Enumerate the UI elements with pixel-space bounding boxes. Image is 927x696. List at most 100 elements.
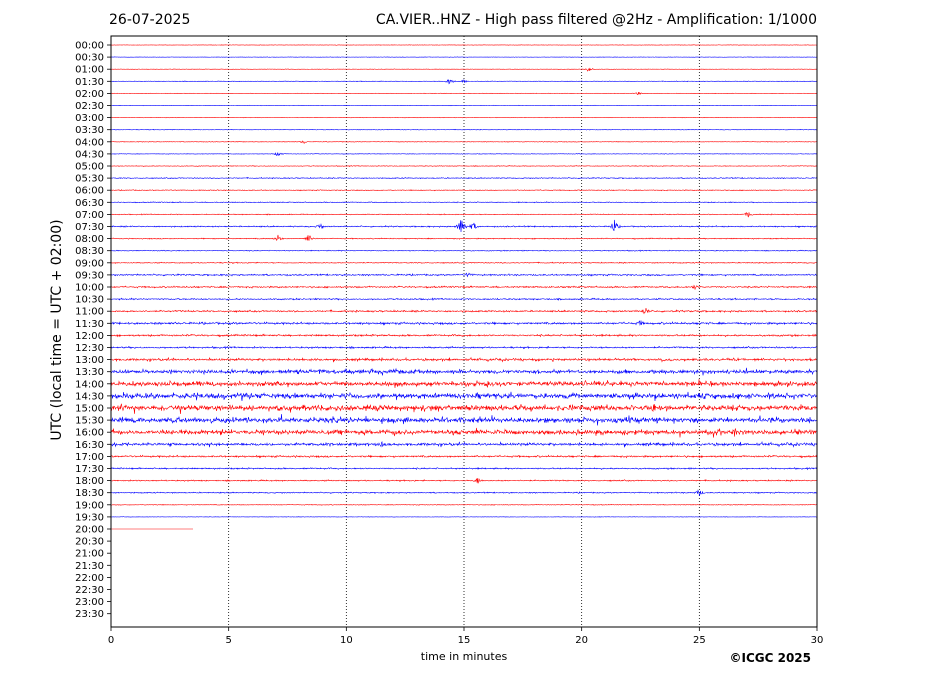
y-tick-label: 05:00 xyxy=(75,162,104,173)
y-tick-label: 06:00 xyxy=(75,186,104,197)
trace-1330 xyxy=(110,367,818,376)
trace-0000 xyxy=(110,44,818,46)
y-tick-label: 15:30 xyxy=(75,416,104,427)
y-tick-label: 09:00 xyxy=(75,258,104,269)
y-tick-label: 10:00 xyxy=(75,283,104,294)
trace-1000 xyxy=(110,284,818,290)
y-tick-label: 07:30 xyxy=(75,222,104,233)
trace-1800 xyxy=(110,477,818,484)
y-tick-label: 00:00 xyxy=(75,41,104,52)
y-tick-label: 18:00 xyxy=(75,476,104,487)
trace-1030 xyxy=(110,297,818,301)
y-tick-label: 21:00 xyxy=(75,549,104,560)
trace-0630 xyxy=(110,201,818,204)
y-tick-label: 07:00 xyxy=(75,210,104,221)
y-tick-label: 16:30 xyxy=(75,440,104,451)
y-tick-label: 23:00 xyxy=(75,597,104,608)
trace-1230 xyxy=(110,345,818,350)
y-tick-label: 02:30 xyxy=(75,101,104,112)
y-tick-label: 20:00 xyxy=(75,525,104,536)
y-tick-label: 13:00 xyxy=(75,355,104,366)
trace-1600 xyxy=(110,427,818,438)
y-tick-label: 03:30 xyxy=(75,125,104,136)
x-tick-label: 5 xyxy=(225,635,231,646)
y-tick-label: 14:00 xyxy=(75,379,104,390)
chart-title: CA.VIER..HNZ - High pass filtered @2Hz -… xyxy=(375,12,817,28)
trace-1500 xyxy=(110,403,818,415)
x-tick-label: 15 xyxy=(458,635,471,646)
trace-1100 xyxy=(110,308,818,315)
trace-0600 xyxy=(110,189,818,192)
trace-1900 xyxy=(110,503,818,506)
trace-1930 xyxy=(110,516,818,518)
y-tick-label: 15:00 xyxy=(75,404,104,415)
y-tick-label: 11:00 xyxy=(75,307,104,318)
y-tick-label: 06:30 xyxy=(75,198,104,209)
x-tick-label: 10 xyxy=(340,635,353,646)
x-tick-label: 30 xyxy=(811,635,824,646)
trace-0400 xyxy=(111,140,818,144)
y-tick-label: 14:30 xyxy=(75,391,104,402)
trace-1400 xyxy=(110,379,818,388)
copyright-notice: ©ICGC 2025 xyxy=(729,651,811,665)
y-tick-label: 22:00 xyxy=(75,573,104,584)
y-tick-label: 19:00 xyxy=(75,500,104,511)
y-tick-label: 12:30 xyxy=(75,343,104,354)
y-tick-label: 08:00 xyxy=(75,234,104,245)
trace-0130 xyxy=(110,79,818,85)
y-tick-label: 11:30 xyxy=(75,319,104,330)
trace-0530 xyxy=(111,176,818,180)
trace-0830 xyxy=(110,249,818,252)
trace-0430 xyxy=(110,151,818,157)
x-tick-label: 25 xyxy=(693,635,706,646)
y-tick-label: 10:30 xyxy=(75,295,104,306)
trace-0900 xyxy=(110,261,818,265)
y-tick-label: 09:30 xyxy=(75,270,104,281)
trace-0700 xyxy=(110,212,818,218)
trace-0230 xyxy=(110,104,818,107)
y-tick-label: 21:30 xyxy=(75,561,104,572)
x-tick-label: 20 xyxy=(575,635,588,646)
x-tick-label: 0 xyxy=(108,635,114,646)
y-tick-label: 12:00 xyxy=(75,331,104,342)
trace-1200 xyxy=(110,333,818,338)
trace-0730 xyxy=(110,219,818,232)
trace-0800 xyxy=(110,234,818,241)
trace-1630 xyxy=(110,440,818,448)
y-tick-label: 19:30 xyxy=(75,512,104,523)
y-tick-label: 17:00 xyxy=(75,452,104,463)
y-tick-label: 17:30 xyxy=(75,464,104,475)
trace-1130 xyxy=(110,320,818,326)
trace-1700 xyxy=(110,454,818,459)
y-tick-label: 02:00 xyxy=(75,89,104,100)
trace-0930 xyxy=(110,272,818,278)
y-tick-label: 05:30 xyxy=(75,174,104,185)
y-tick-label: 01:30 xyxy=(75,77,104,88)
chart-date: 26-07-2025 xyxy=(109,12,191,28)
trace-1530 xyxy=(110,414,818,426)
y-tick-label: 04:30 xyxy=(75,149,104,160)
trace-1830 xyxy=(110,489,818,497)
y-tick-label: 20:30 xyxy=(75,537,104,548)
trace-0030 xyxy=(110,56,818,58)
y-tick-label: 13:30 xyxy=(75,367,104,378)
x-axis-label: time in minutes xyxy=(420,650,508,663)
trace-1730 xyxy=(110,466,818,471)
trace-1300 xyxy=(110,356,818,363)
plot-frame xyxy=(110,35,818,628)
trace-0100 xyxy=(110,67,818,72)
trace-0200 xyxy=(110,91,818,95)
y-tick-label: 23:30 xyxy=(75,609,104,620)
y-tick-label: 03:00 xyxy=(75,113,104,124)
y-tick-label: 16:00 xyxy=(75,428,104,439)
y-tick-label: 04:00 xyxy=(75,137,104,148)
trace-0500 xyxy=(110,165,818,167)
y-tick-label: 22:30 xyxy=(75,585,104,596)
y-tick-label: 08:30 xyxy=(75,246,104,257)
trace-0300 xyxy=(110,116,817,119)
y-tick-label: 18:30 xyxy=(75,488,104,499)
y-tick-label: 01:00 xyxy=(75,65,104,76)
trace-0330 xyxy=(110,128,818,131)
trace-1430 xyxy=(110,391,818,402)
